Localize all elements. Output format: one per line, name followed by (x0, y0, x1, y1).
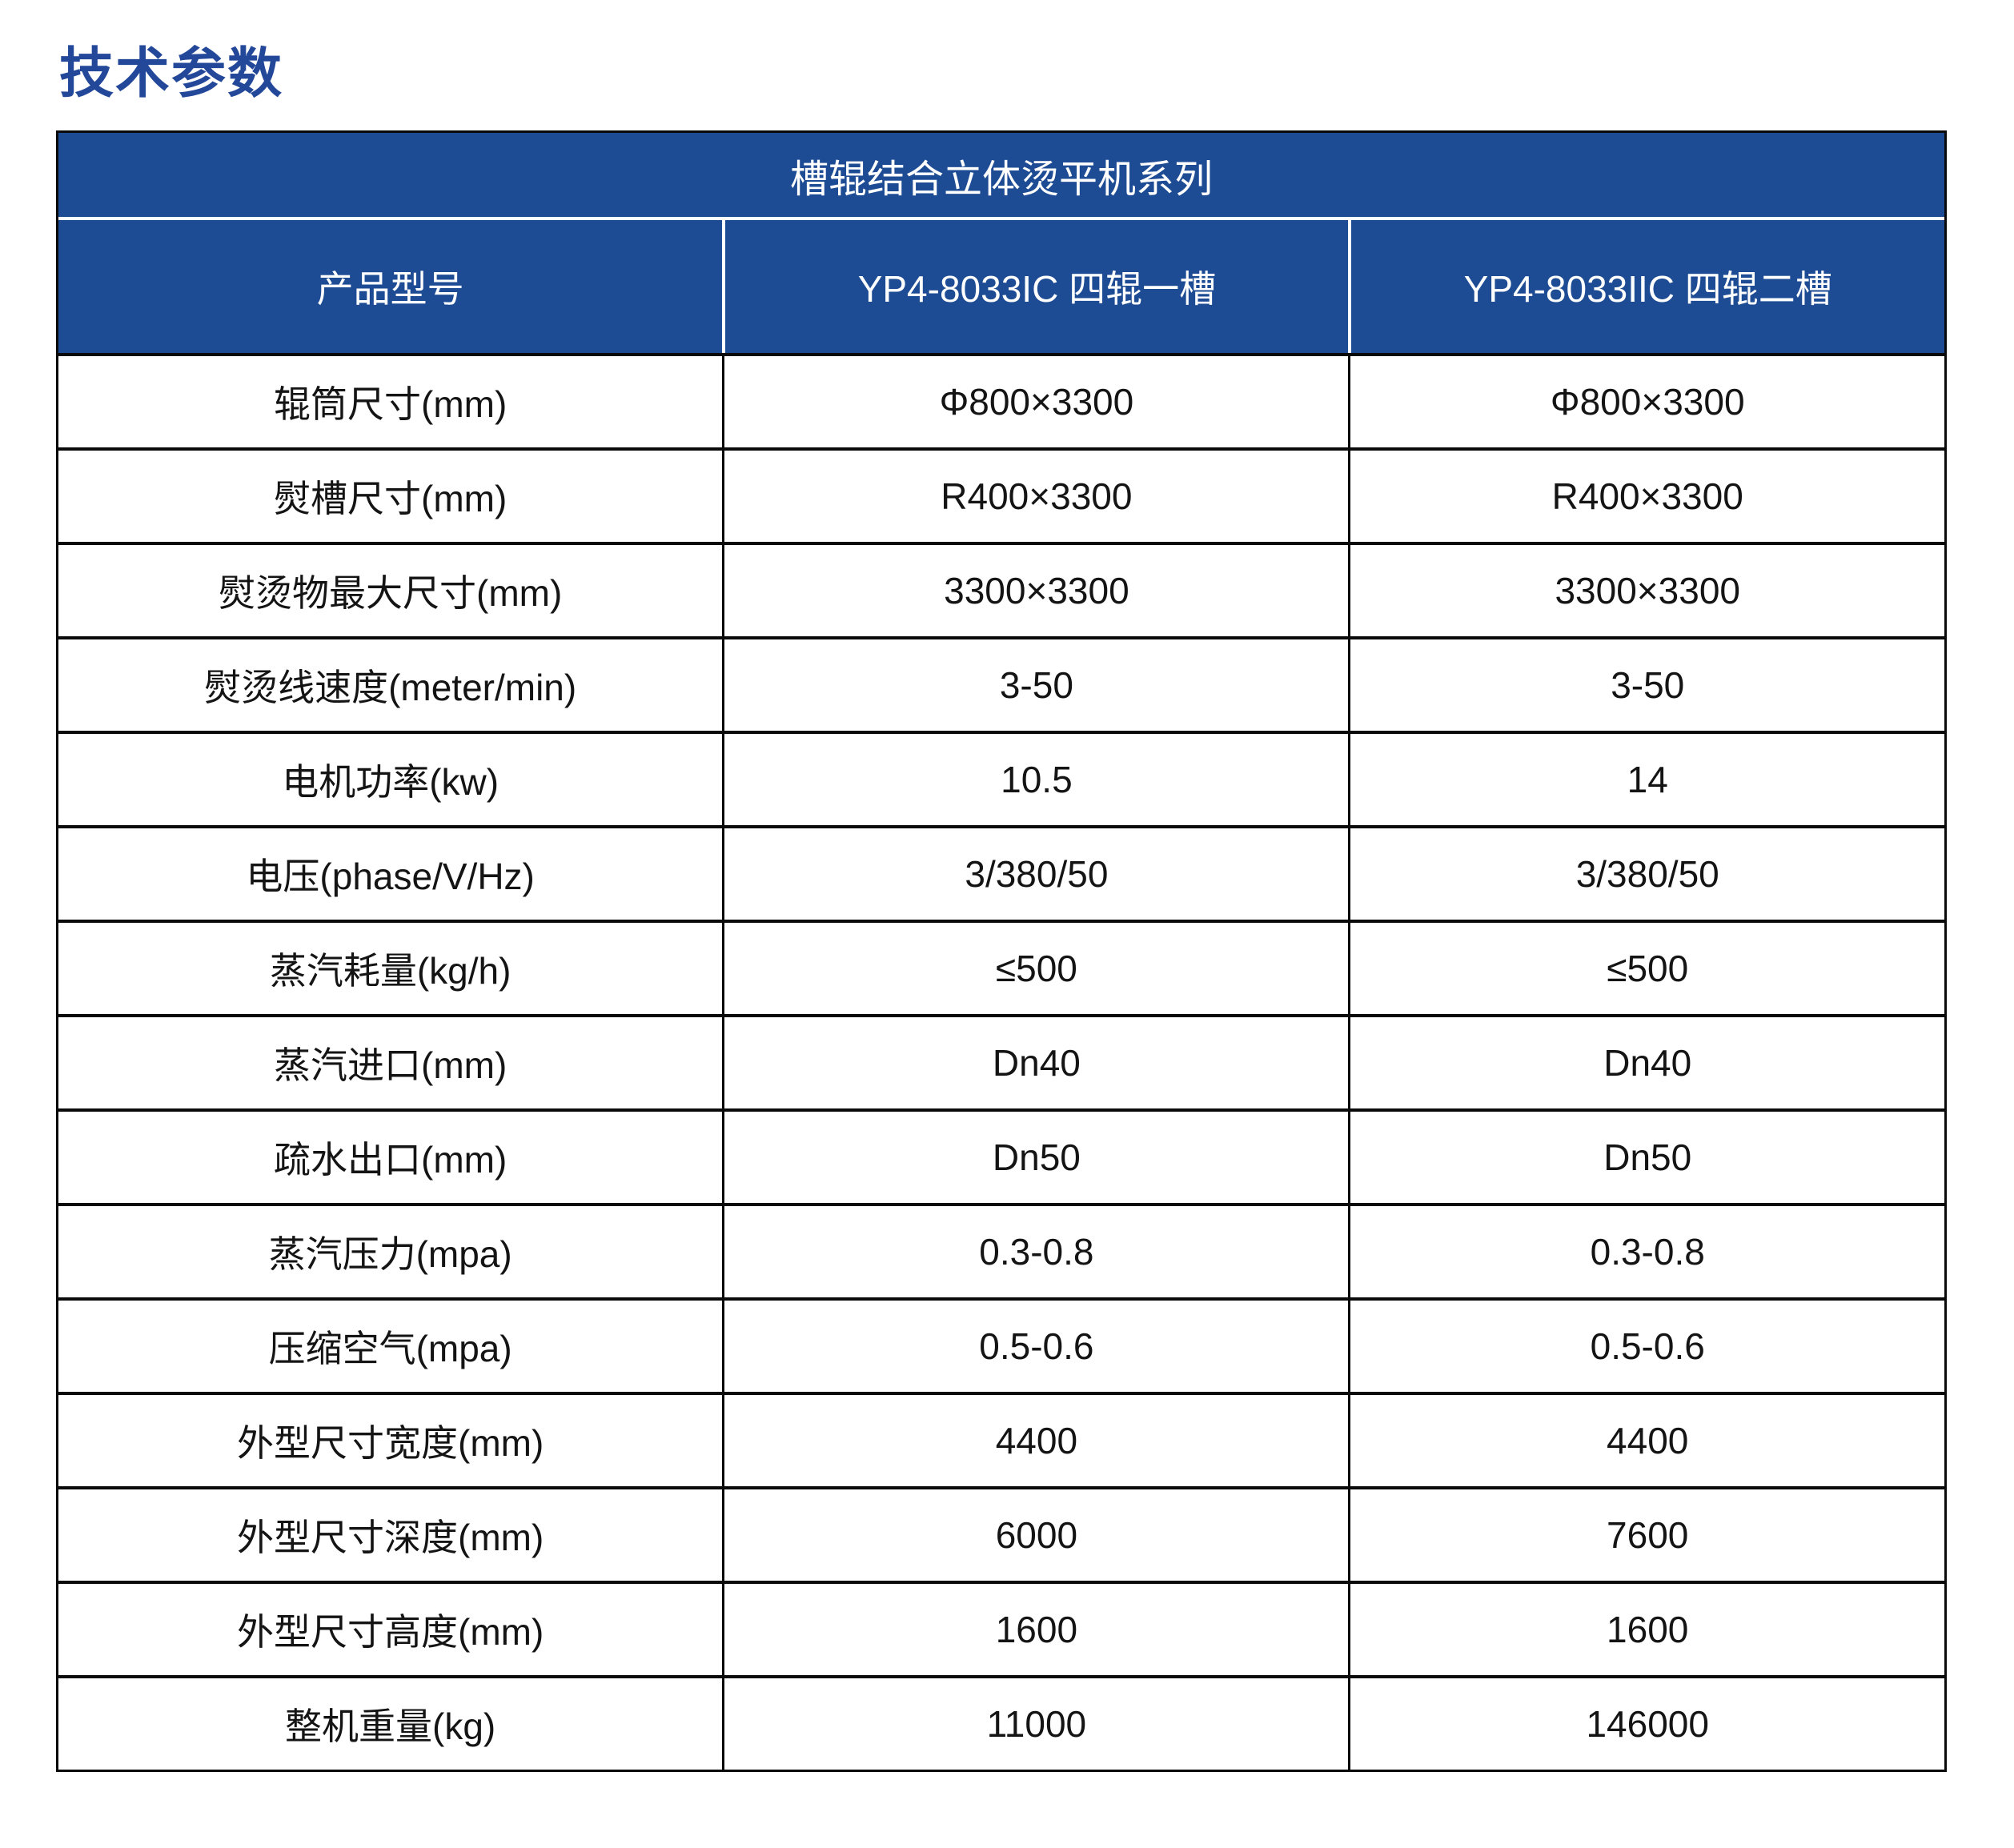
table-row: 整机重量(kg) 11000 146000 (58, 1675, 1944, 1770)
table-row: 外型尺寸宽度(mm) 4400 4400 (58, 1392, 1944, 1486)
spec-value-model2: 3300×3300 (1348, 545, 1944, 636)
spec-value-model1: Φ800×3300 (722, 356, 1348, 447)
table-row: 熨烫线速度(meter/min) 3-50 3-50 (58, 636, 1944, 731)
table-series-header: 槽辊结合立体烫平机系列 (58, 133, 1944, 220)
spec-label: 辊筒尺寸(mm) (274, 383, 508, 425)
table-body: 辊筒尺寸(mm) Φ800×3300 Φ800×3300 熨槽尺寸(mm) R4… (58, 353, 1944, 1770)
table-row: 电机功率(kw) 10.5 14 (58, 731, 1944, 825)
spec-value-model1: Dn40 (722, 1017, 1348, 1108)
spec-label: 熨烫物最大尺寸(mm) (219, 572, 563, 614)
spec-label: 熨烫线速度(meter/min) (204, 667, 577, 708)
spec-value-model1: 3300×3300 (722, 545, 1348, 636)
spec-label: 外型尺寸宽度(mm) (237, 1422, 544, 1464)
spec-value-model1: 11000 (722, 1678, 1348, 1770)
spec-value-model1: 10.5 (722, 734, 1348, 825)
table-row: 熨槽尺寸(mm) R400×3300 R400×3300 (58, 447, 1944, 542)
spec-value-model2: ≤500 (1348, 923, 1944, 1014)
spec-value-model2: 3/380/50 (1348, 828, 1944, 920)
spec-label: 疏水出口(mm) (274, 1139, 508, 1181)
spec-value-model2: Dn50 (1348, 1112, 1944, 1203)
spec-label: 蒸汽压力(mpa) (268, 1233, 512, 1275)
table-row: 压缩空气(mpa) 0.5-0.6 0.5-0.6 (58, 1297, 1944, 1392)
table-row: 疏水出口(mm) Dn50 Dn50 (58, 1108, 1944, 1203)
header-model-1: YP4-8033IC 四辊一槽 (722, 220, 1348, 353)
spec-label: 电机功率(kw) (282, 761, 499, 803)
table-row: 电压(phase/V/Hz) 3/380/50 3/380/50 (58, 825, 1944, 920)
table-row: 蒸汽耗量(kg/h) ≤500 ≤500 (58, 920, 1944, 1014)
spec-value-model2: 14 (1348, 734, 1944, 825)
table-row: 熨烫物最大尺寸(mm) 3300×3300 3300×3300 (58, 542, 1944, 636)
table-row: 蒸汽压力(mpa) 0.3-0.8 0.3-0.8 (58, 1203, 1944, 1297)
spec-label: 熨槽尺寸(mm) (274, 478, 508, 519)
header-product-model: 产品型号 (316, 268, 464, 310)
spec-label: 压缩空气(mpa) (268, 1328, 512, 1369)
spec-value-model2: Φ800×3300 (1348, 356, 1944, 447)
series-title: 槽辊结合立体烫平机系列 (789, 158, 1213, 201)
spec-value-model2: 0.5-0.6 (1348, 1301, 1944, 1392)
spec-value-model2: R400×3300 (1348, 451, 1944, 542)
table-row: 辊筒尺寸(mm) Φ800×3300 Φ800×3300 (58, 353, 1944, 447)
spec-label: 整机重量(kg) (285, 1706, 496, 1747)
spec-value-model2: 7600 (1348, 1489, 1944, 1581)
spec-value-model1: Dn50 (722, 1112, 1348, 1203)
spec-value-model1: 0.5-0.6 (722, 1301, 1348, 1392)
spec-value-model1: R400×3300 (722, 451, 1348, 542)
spec-value-model2: Dn40 (1348, 1017, 1944, 1108)
spec-value-model1: 1600 (722, 1584, 1348, 1675)
spec-value-model2: 0.3-0.8 (1348, 1206, 1944, 1297)
spec-value-model2: 1600 (1348, 1584, 1944, 1675)
table-model-header: 产品型号 YP4-8033IC 四辊一槽 YP4-8033IIC 四辊二槽 (58, 220, 1944, 353)
spec-value-model1: ≤500 (722, 923, 1348, 1014)
spec-value-model2: 146000 (1348, 1678, 1944, 1770)
spec-label: 蒸汽耗量(kg/h) (269, 950, 512, 992)
spec-value-model1: 3/380/50 (722, 828, 1348, 920)
spec-value-model2: 3-50 (1348, 639, 1944, 731)
table-row: 外型尺寸深度(mm) 6000 7600 (58, 1486, 1944, 1581)
spec-value-model1: 4400 (722, 1395, 1348, 1486)
spec-label: 外型尺寸高度(mm) (237, 1611, 544, 1653)
spec-table: 槽辊结合立体烫平机系列 产品型号 YP4-8033IC 四辊一槽 YP4-803… (56, 130, 1947, 1772)
spec-label: 外型尺寸深度(mm) (237, 1517, 544, 1558)
spec-value-model1: 3-50 (722, 639, 1348, 731)
table-row: 外型尺寸高度(mm) 1600 1600 (58, 1581, 1944, 1675)
spec-label: 电压(phase/V/Hz) (246, 856, 535, 897)
page-title: 技术参数 (59, 43, 284, 104)
spec-value-model1: 6000 (722, 1489, 1348, 1581)
header-model-2: YP4-8033IIC 四辊二槽 (1348, 220, 1944, 353)
spec-label: 蒸汽进口(mm) (274, 1044, 508, 1086)
spec-value-model2: 4400 (1348, 1395, 1944, 1486)
table-row: 蒸汽进口(mm) Dn40 Dn40 (58, 1014, 1944, 1108)
spec-value-model1: 0.3-0.8 (722, 1206, 1348, 1297)
